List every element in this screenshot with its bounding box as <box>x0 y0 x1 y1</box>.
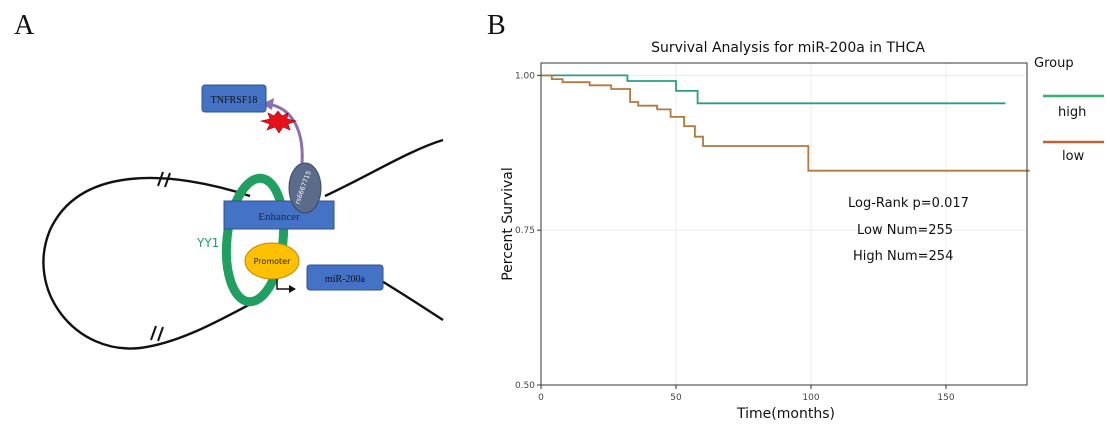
plot-border <box>540 62 1028 386</box>
chromatin-line-left-loop <box>42 176 259 350</box>
tss-arrow <box>276 279 291 290</box>
stat-high-num: High Num=254 <box>853 249 953 264</box>
x-tick-label: 0 <box>538 393 544 403</box>
y-tick-label: 0.50 <box>515 381 535 391</box>
survival-chart: Survival Analysis for miR-200a in THCA 0… <box>500 40 1030 422</box>
chromatin-line-right-upper <box>324 138 444 198</box>
x-tick-label: 100 <box>802 393 819 403</box>
break-mark-lower <box>150 325 164 342</box>
break-mark-upper <box>157 171 171 188</box>
mir-200a-box <box>306 264 384 291</box>
legend-high-label: high <box>1058 105 1086 120</box>
chromatin-line-right-lower <box>379 278 444 322</box>
tss-arrowhead <box>289 285 296 293</box>
enhancer-label: Enhancer <box>258 211 300 223</box>
stat-low-num: Low Num=255 <box>857 223 953 238</box>
y-tick-label: 1.00 <box>515 71 535 81</box>
tnfrsf18-label: TNFRSF18 <box>211 95 258 106</box>
series-line-low <box>541 74 1030 172</box>
chart-grid <box>540 63 1027 386</box>
stat-pvalue: Log-Rank p=0.017 <box>848 196 969 211</box>
panel-b-letter: B <box>487 10 506 41</box>
effect-star-icon <box>259 110 298 134</box>
yy1-loop <box>221 173 289 307</box>
snp-oval <box>288 162 322 214</box>
y-tick-label: 0.75 <box>515 226 535 236</box>
series-line-high <box>541 74 1006 105</box>
regulation-arrow <box>267 102 304 164</box>
x-tick-label: 150 <box>937 393 954 403</box>
tnfrsf18-box <box>201 84 267 113</box>
promoter-oval <box>244 242 300 280</box>
x-tick-label: 50 <box>670 393 682 403</box>
chart-series <box>541 74 1030 172</box>
legend: Group high low <box>1034 56 1104 164</box>
chart-title: Survival Analysis for miR-200a in THCA <box>651 40 925 56</box>
chromatin-loop-diagram: Enhancer rs6667715 TNFRSF18 YY1 Promoter… <box>42 84 444 350</box>
regulation-arrowhead <box>262 98 274 110</box>
mir-200a-label: miR-200a <box>325 274 366 285</box>
legend-low-label: low <box>1062 149 1085 164</box>
chart-ticks: 0 50 100 150 0.50 0.75 1.00 <box>515 71 955 403</box>
panel-a-letter: A <box>14 10 35 41</box>
y-axis-label: Percent Survival <box>500 167 516 281</box>
legend-title: Group <box>1034 56 1074 71</box>
x-axis-label: Time(months) <box>736 406 835 422</box>
promoter-label: Promoter <box>254 257 291 266</box>
yy1-label: YY1 <box>196 236 219 250</box>
